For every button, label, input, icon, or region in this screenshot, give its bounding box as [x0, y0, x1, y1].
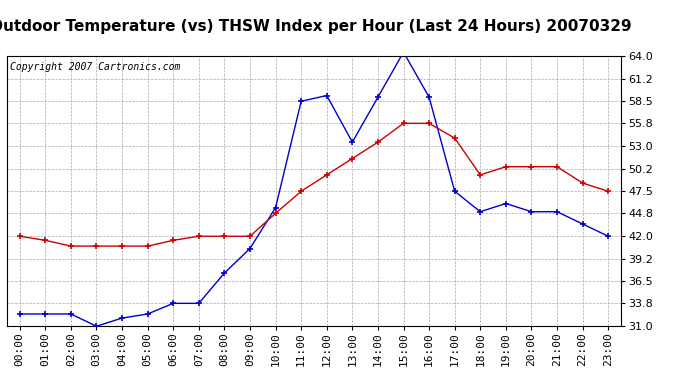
Text: Outdoor Temperature (vs) THSW Index per Hour (Last 24 Hours) 20070329: Outdoor Temperature (vs) THSW Index per …: [0, 19, 631, 34]
Text: Copyright 2007 Cartronics.com: Copyright 2007 Cartronics.com: [10, 62, 180, 72]
